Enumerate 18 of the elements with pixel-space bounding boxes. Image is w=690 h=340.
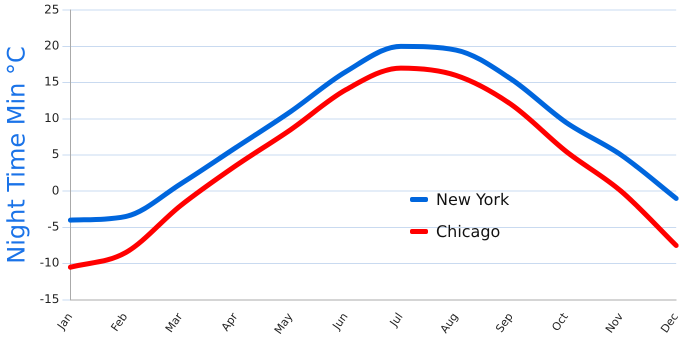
y-axis-title: Night Time Min °C <box>2 46 31 264</box>
y-tick-label: 0 <box>52 183 60 198</box>
legend-label: Chicago <box>436 222 500 240</box>
x-tick-label: Oct <box>549 310 572 334</box>
y-tick-label: 15 <box>44 74 60 89</box>
y-tick-label: 20 <box>44 38 60 53</box>
y-tick-label: 5 <box>52 147 60 162</box>
y-tick-label: -15 <box>40 292 60 306</box>
x-tick-label: Sep <box>493 310 516 335</box>
x-tick-label: Jul <box>386 310 406 330</box>
y-tick-label: 25 <box>44 2 60 16</box>
y-tick-label: -5 <box>47 220 60 234</box>
y-tick-label: -10 <box>40 256 60 270</box>
legend-label: New York <box>436 190 510 208</box>
x-tick-label: Feb <box>108 310 130 334</box>
x-tick-label: Jan <box>54 310 76 333</box>
y-tick-label: 10 <box>44 110 60 125</box>
x-tick-label: Jun <box>329 310 351 333</box>
